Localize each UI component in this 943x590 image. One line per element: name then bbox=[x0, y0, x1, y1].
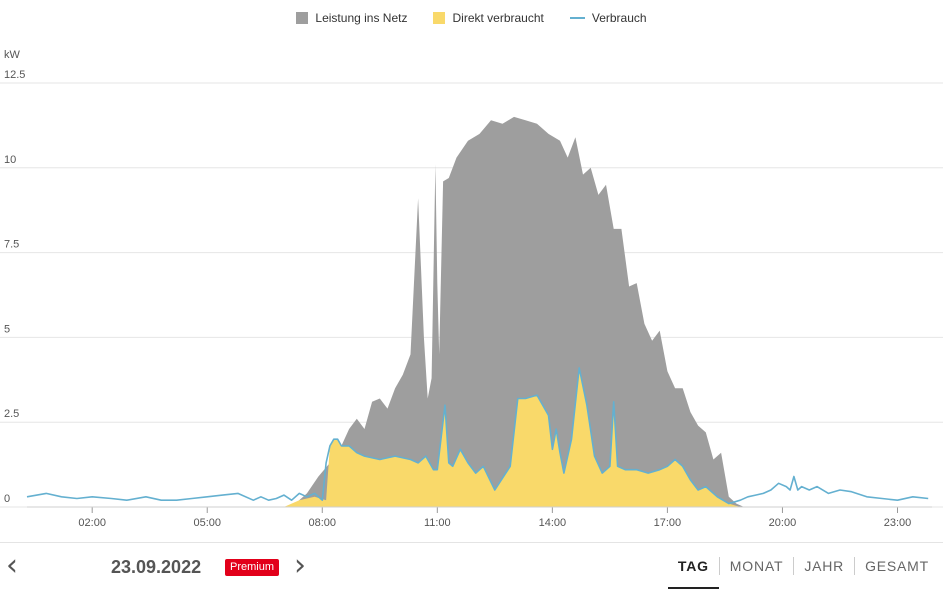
legend-swatch-leistung bbox=[296, 12, 309, 24]
y-axis-unit: kW bbox=[4, 49, 21, 61]
y-tick-label: 0 bbox=[4, 493, 10, 505]
y-tick-label: 10 bbox=[4, 154, 16, 166]
x-tick-label: 14:00 bbox=[539, 517, 567, 529]
x-tick-label: 08:00 bbox=[309, 517, 337, 529]
tab-jahr[interactable]: JAHR bbox=[804, 558, 845, 574]
legend-swatch-direkt bbox=[433, 12, 446, 24]
premium-badge: Premium bbox=[225, 559, 280, 576]
tab-divider bbox=[718, 557, 720, 575]
y-tick-label: 2.5 bbox=[4, 408, 19, 420]
x-tick-label: 11:00 bbox=[424, 517, 451, 529]
date-label: 23.09.2022 bbox=[111, 557, 202, 577]
chevron-left-icon[interactable]: ‹ bbox=[6, 548, 18, 583]
legend-item-verbrauch[interactable]: Verbrauch bbox=[569, 11, 647, 25]
tab-monat[interactable]: MONAT bbox=[729, 558, 784, 574]
legend-swatch-verbrauch bbox=[569, 17, 585, 19]
chart: 0 2.5 5 7.5 10 12.5 kW 02:00 05:00 08:00 11:00 14:0… bbox=[0, 49, 943, 529]
legend: Leistung ins Netz Direkt verbraucht Verb… bbox=[0, 11, 943, 25]
legend-label-verbrauch: Verbrauch bbox=[591, 11, 647, 25]
footer-bar: ‹ 23.09.2022 Premium › TAG MONAT JAHR GE… bbox=[0, 542, 943, 590]
tab-tag[interactable]: TAG bbox=[667, 557, 719, 589]
series-area-direkt-verbraucht bbox=[283, 367, 741, 507]
y-tick-label: 5 bbox=[4, 323, 10, 335]
y-tick-label: 12.5 bbox=[4, 69, 25, 81]
legend-item-direkt[interactable]: Direkt verbraucht bbox=[433, 11, 544, 25]
legend-label-leistung: Leistung ins Netz bbox=[315, 11, 408, 25]
series-area-leistung-ins-netz bbox=[283, 116, 745, 508]
x-tick-label: 20:00 bbox=[769, 517, 797, 529]
y-tick-label: 7.5 bbox=[4, 239, 19, 251]
tab-gesamt[interactable]: GESAMT bbox=[865, 558, 929, 574]
legend-label-direkt: Direkt verbraucht bbox=[452, 11, 544, 25]
x-tick-label: 02:00 bbox=[78, 517, 106, 529]
legend-item-leistung[interactable]: Leistung ins Netz bbox=[296, 11, 407, 25]
series-line-verbrauch bbox=[26, 367, 929, 505]
tab-divider bbox=[854, 557, 856, 575]
tab-divider bbox=[793, 557, 795, 575]
chevron-right-icon[interactable]: › bbox=[294, 548, 306, 583]
period-tabs: TAG MONAT JAHR GESAMT bbox=[667, 557, 939, 589]
x-tick-label: 05:00 bbox=[193, 517, 221, 529]
x-tick-label: 17:00 bbox=[654, 517, 682, 529]
x-tick-label: 23:00 bbox=[884, 517, 912, 529]
